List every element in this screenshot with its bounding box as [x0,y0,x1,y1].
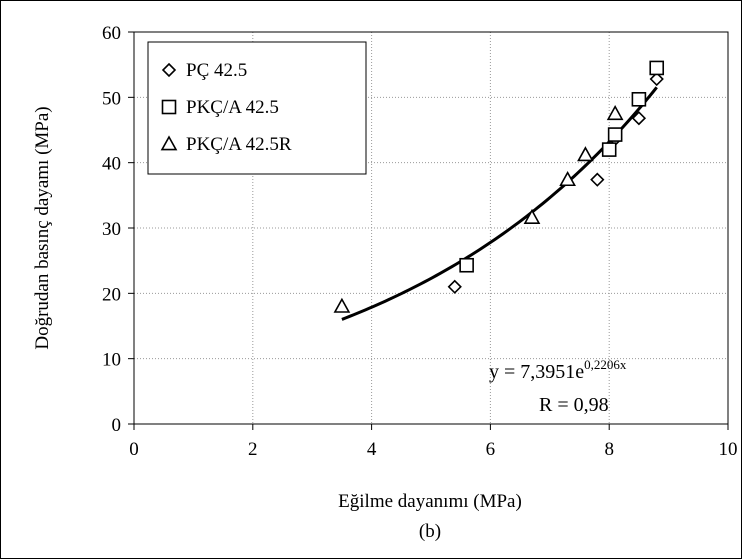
trend-equation-exponent: 0,2206x [584,357,627,372]
x-tick-labels: 0 2 4 6 8 10 [129,439,737,460]
data-markers [333,60,665,313]
data-point-square [607,127,623,142]
legend-label-pkca425r: PKÇ/A 42.5R [186,134,292,155]
legend-marker-triangle [160,135,178,151]
data-point-diamond [631,111,647,126]
legend-markers [160,62,178,151]
y-tick-label: 30 [102,219,121,240]
data-point-square [601,142,617,157]
data-point-triangle [606,105,624,121]
legend-box [147,41,367,175]
trend-equation-base: y = 7,3951e [489,361,584,383]
legend-marker-diamond [161,62,177,78]
data-point-square [459,257,474,273]
x-tick-label: 2 [248,439,258,460]
y-tick-label: 20 [102,284,121,305]
r-value: R = 0,98 [539,394,609,416]
x-tick-label: 0 [129,439,139,460]
x-tick-label: 10 [719,439,738,460]
data-point-diamond [649,71,664,87]
x-axis-label: Eğilme dayanımı (MPa) [338,491,522,512]
data-point-triangle [559,171,576,187]
y-tick-label: 60 [102,23,121,44]
data-point-square [631,91,647,107]
x-tick-label: 8 [604,439,614,460]
y-tick-label: 50 [102,88,121,109]
data-point-square [649,60,665,76]
legend: PÇ 42.5 PKÇ/A 42.5 PKÇ/A 42.5R [147,41,367,175]
caption: (b) [419,521,441,542]
legend-label-pc425: PÇ 42.5 [186,60,247,81]
data-point-diamond [447,279,462,294]
legend-label-pkca425: PKÇ/A 42.5 [186,97,279,118]
y-tick-labels: 0 10 20 30 40 50 60 [102,23,121,436]
y-axis-label: Doğrudan basınç dayamı (MPa) [32,106,53,349]
data-point-triangle [333,297,351,313]
data-point-diamond [590,172,605,187]
trend-equation: y = 7,3951e0,2206x [489,357,627,383]
y-tick-label: 0 [112,415,122,436]
x-tick-label: 4 [367,439,377,460]
y-tick-label: 10 [102,350,121,371]
data-point-triangle [577,146,594,162]
y-tick-label: 40 [102,154,121,175]
data-point-triangle [523,208,541,224]
axis-ticks [128,31,729,430]
legend-marker-square [161,99,177,115]
x-tick-label: 6 [486,439,496,460]
